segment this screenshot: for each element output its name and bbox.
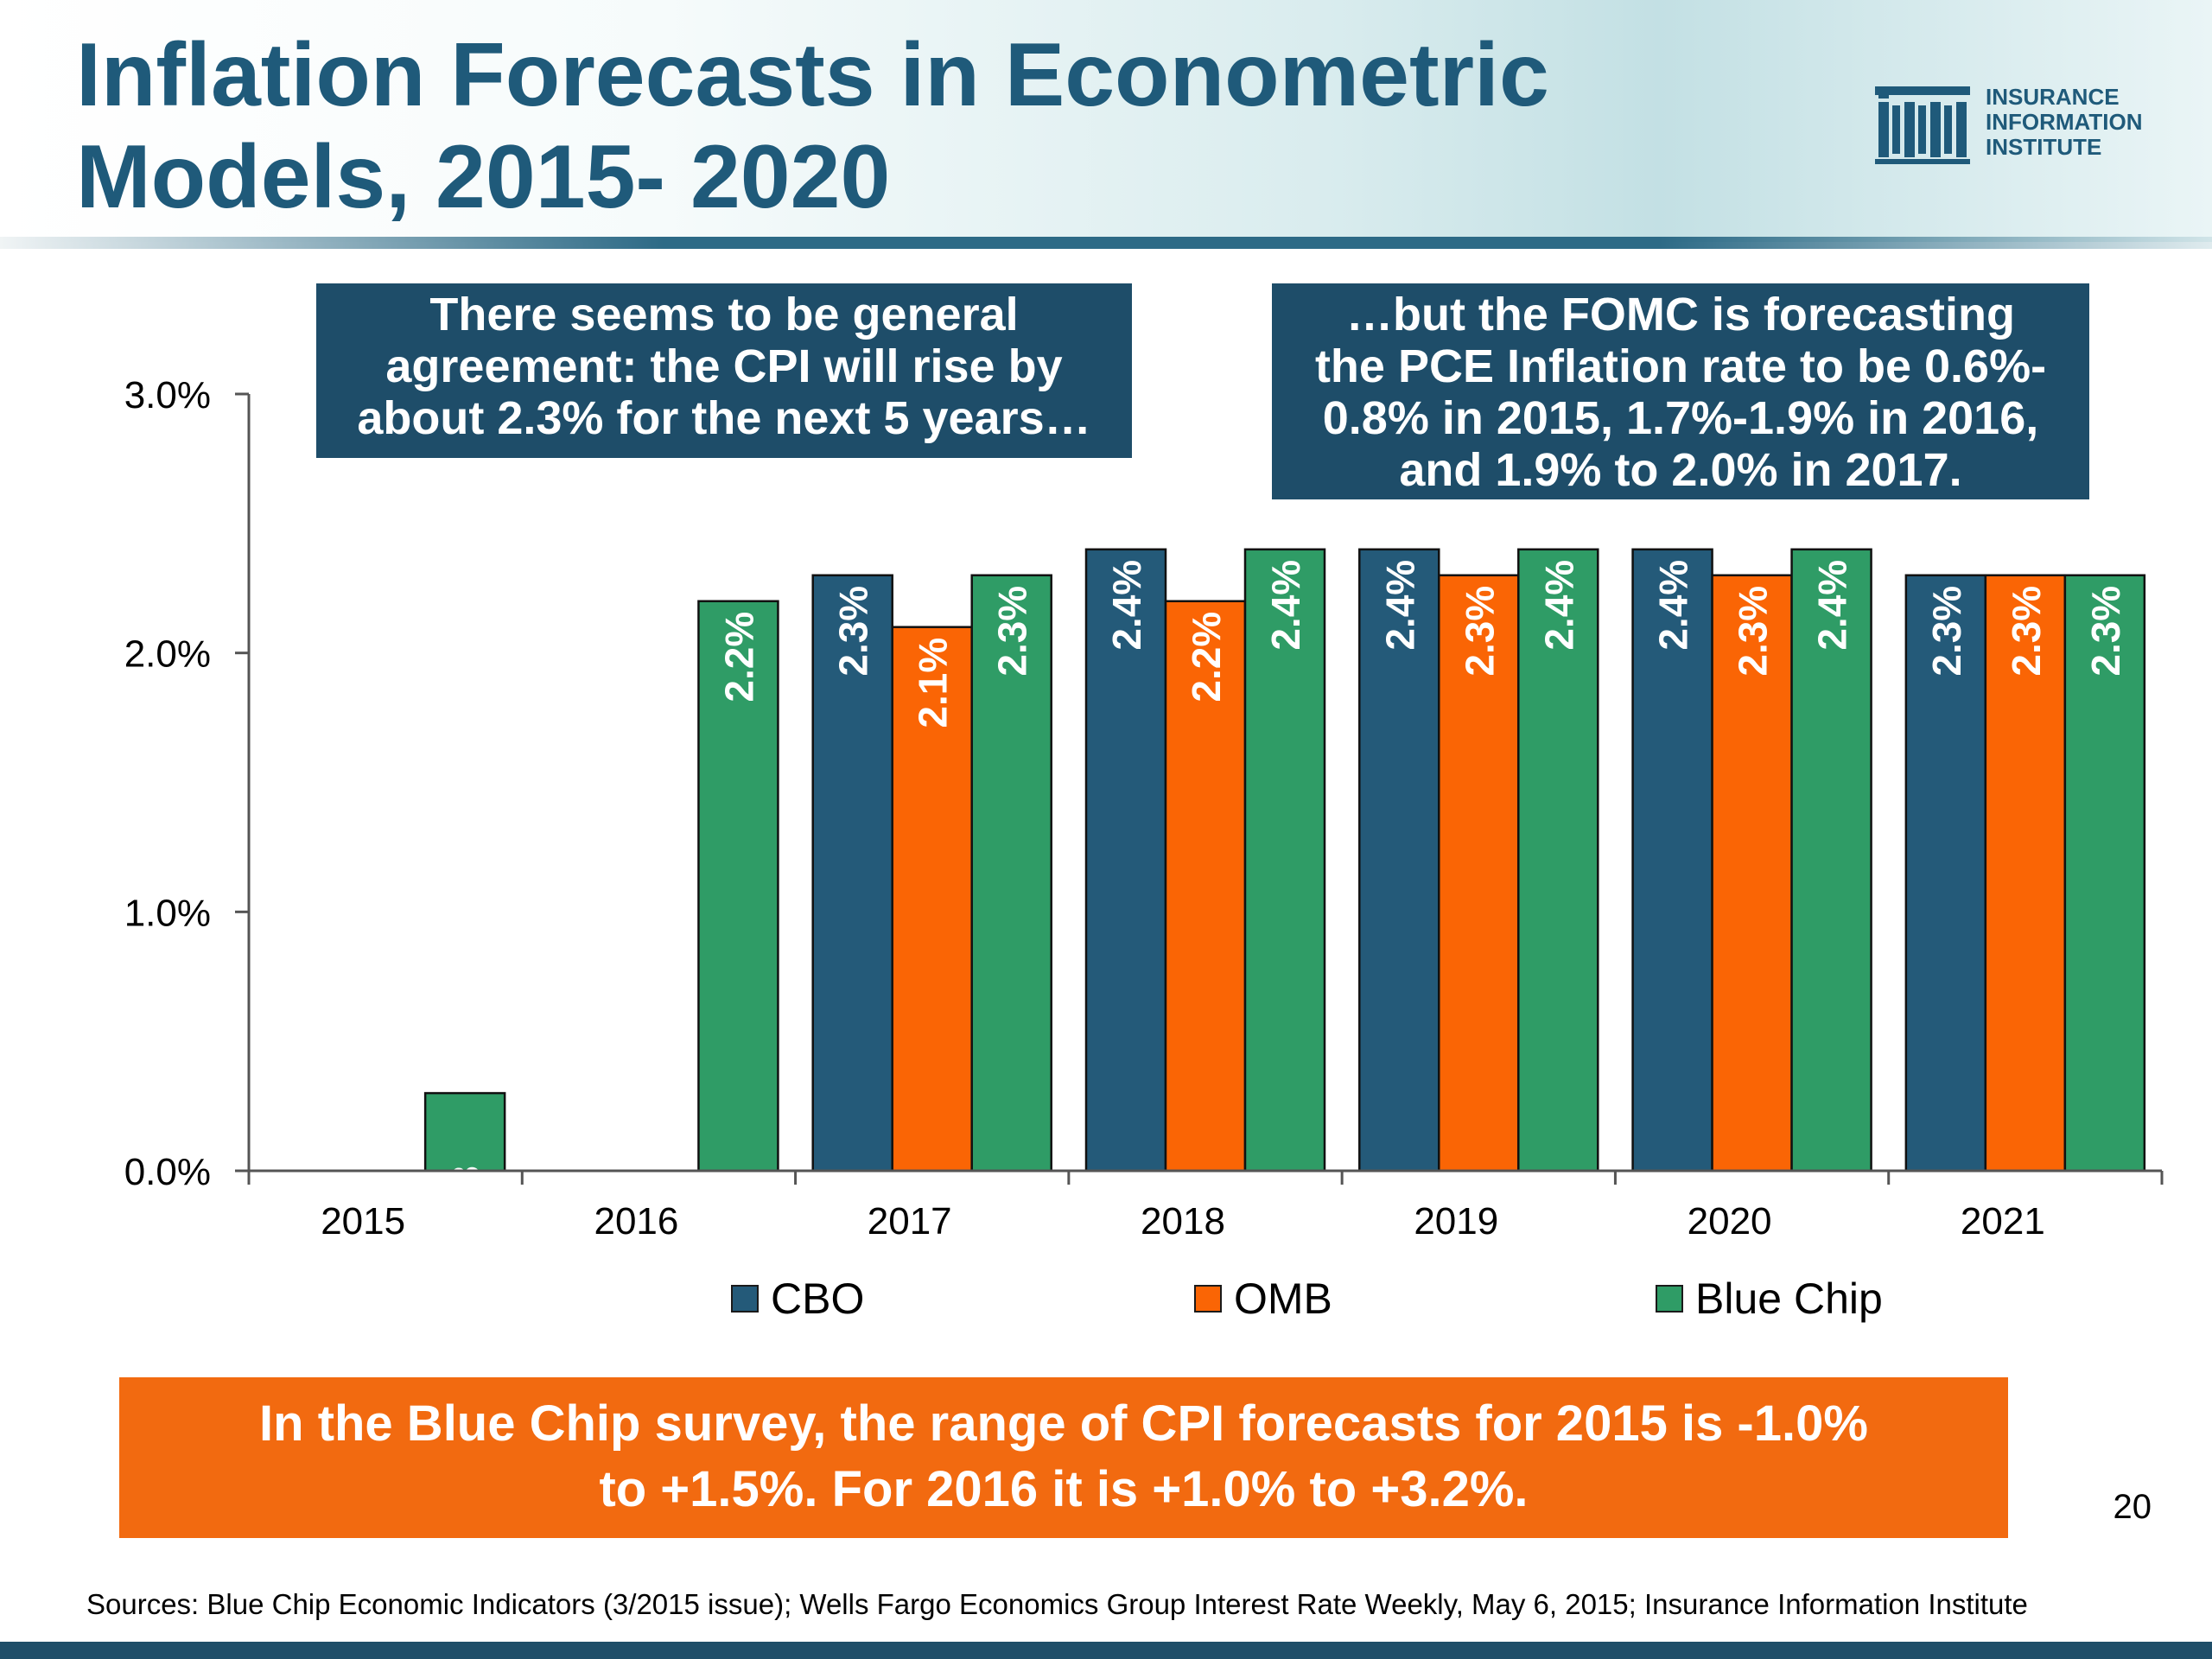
legend-item-cbo: CBO [731,1268,864,1329]
header-background [0,0,2212,242]
data-label: 2.3% [831,586,876,677]
data-label: 2.2% [1184,612,1229,702]
data-label: 2.4% [1810,560,1855,651]
chart-legend: CBO OMB Blue Chip [0,1268,2212,1329]
callout-right-line-3: 0.8% in 2015, 1.7%-1.9% in 2016, [1322,392,2039,444]
y-tick-label: 3.0% [124,374,211,416]
y-tick-label: 0.0% [124,1151,211,1193]
data-label: 2.3% [990,586,1035,677]
legend-swatch-omb [1194,1285,1222,1313]
bar-cbo-2020 [1631,548,1713,1173]
data-label: 2.3% [1731,586,1776,677]
data-label: 2.3% [1924,586,1969,677]
slide-title-line-2: Models, 2015- 2020 [76,127,891,227]
bar-blue-chip-2015 [423,1091,506,1173]
x-tick-label: 2016 [594,1200,678,1243]
data-label: 2.4% [1263,560,1308,651]
y-tick-label: 2.0% [124,633,211,676]
legend-label-omb: OMB [1234,1274,1332,1323]
blue-chip-range-banner: In the Blue Chip survey, the range of CP… [119,1377,2008,1538]
bar-blue-chip-2017 [970,574,1052,1173]
data-label: 0.3 [443,1166,488,1221]
logo-line-3: INSTITUTE [1986,134,2102,160]
bar-blue-chip-2021 [2063,574,2146,1173]
y-tick-label: 1.0% [124,892,211,934]
legend-label-cbo: CBO [771,1274,865,1323]
header-divider [0,237,2212,249]
data-label: 2.4% [1104,560,1149,651]
legend-label-blue-chip: Blue Chip [1695,1274,1883,1323]
x-tick-label: 2021 [1961,1200,2045,1243]
bar-chart: 0.0% 1.0% 2.0% 3.0% 0.3 2.2% 2.3% 2.1% 2.3% 2.4% 2… [124,374,2164,1243]
x-tick-label: 2020 [1688,1200,1772,1243]
iii-logo-wordmark: INSURANCE INFORMATION INSTITUTE [1986,85,2143,160]
data-label: 2.3% [2083,586,2128,677]
footer-bar [0,1642,2212,1659]
legend-item-omb: OMB [1194,1268,1332,1329]
slide-title-line-1: Inflation Forecasts in Econometric [76,25,1549,125]
page-number: 20 [2113,1488,2152,1526]
callout-left-line-2: agreement: the CPI will rise by [385,340,1063,392]
data-label: 2.1% [911,638,956,728]
banner-line-1: In the Blue Chip survey, the range of CP… [259,1395,1868,1452]
bar-blue-chip-2019 [1517,548,1599,1173]
data-label: 2.4% [1651,560,1696,651]
callout-right-line-1: …but the FOMC is forecasting [1345,289,2016,340]
x-tick-label: 2017 [868,1200,952,1243]
bar-omb-2021 [1984,574,2067,1173]
callout-right-line-4: and 1.9% to 2.0% in 2017. [1399,444,1962,496]
bar-blue-chip-2016 [697,600,779,1173]
slide-title: Inflation Forecasts in Econometric Model… [76,24,1718,228]
bar-blue-chip-2018 [1243,548,1326,1173]
x-tick-label: 2015 [321,1200,405,1243]
logo-line-1: INSURANCE [1986,84,2120,110]
x-tick-label: 2018 [1141,1200,1225,1243]
bar-omb-2019 [1438,574,1520,1173]
bar-cbo-2021 [1904,574,1987,1173]
callout-cpi-agreement: There seems to be general agreement: the… [316,283,1132,458]
sources-footnote: Sources: Blue Chip Economic Indicators (… [86,1588,2028,1620]
legend-swatch-blue-chip [1656,1285,1683,1313]
x-tick-label: 2019 [1414,1200,1498,1243]
callout-left-line-1: There seems to be general [429,289,1019,340]
bar-cbo-2019 [1358,548,1440,1173]
banner-line-2: to +1.5%. For 2016 it is +1.0% to +3.2%. [599,1461,1529,1517]
bar-omb-2020 [1711,574,1793,1173]
callout-left-line-3: about 2.3% for the next 5 years… [357,392,1091,444]
bar-omb-2017 [891,626,973,1173]
data-label: 2.4% [1377,560,1422,651]
data-label: 2.3% [2004,586,2049,677]
logo-line-2: INFORMATION [1986,109,2143,135]
callout-fomc-forecast: …but the FOMC is forecasting the PCE Inf… [1272,283,2089,499]
legend-item-blue-chip: Blue Chip [1656,1268,1883,1329]
iii-logo-icon [1875,86,1970,164]
legend-swatch-cbo [731,1285,759,1313]
data-label: 2.2% [716,612,761,702]
data-label: 2.3% [1457,586,1502,677]
callout-right-line-2: the PCE Inflation rate to be 0.6%- [1314,340,2047,392]
iii-logo: INSURANCE INFORMATION INSTITUTE [1875,79,2186,175]
data-label: 2.4% [1536,560,1581,651]
